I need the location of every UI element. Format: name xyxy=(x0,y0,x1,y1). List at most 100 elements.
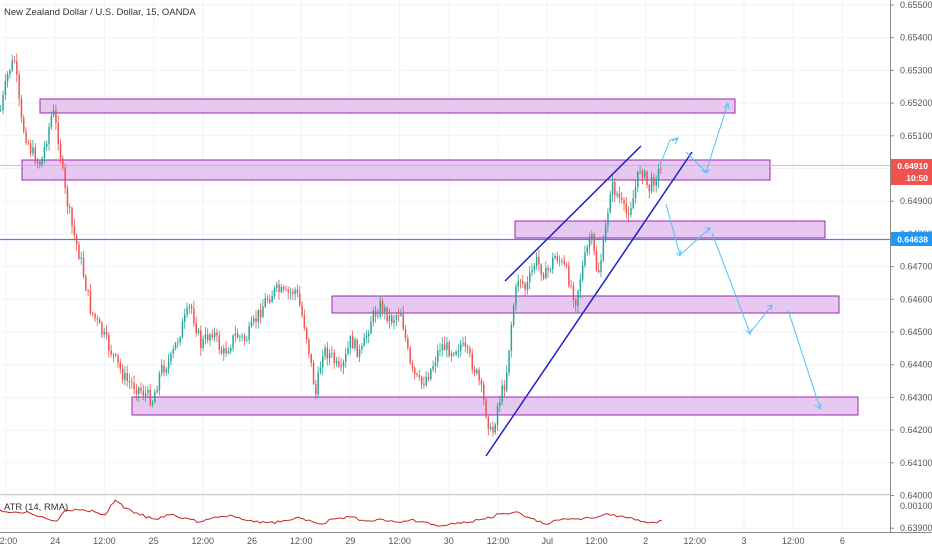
candle-body xyxy=(425,376,427,385)
candle-body xyxy=(34,147,36,163)
time-tick-label: 12:00 xyxy=(290,536,313,546)
candle-body xyxy=(18,74,20,99)
candle-body xyxy=(563,260,565,265)
current-price-label: 0.64910 xyxy=(897,161,928,171)
candle-body xyxy=(25,131,27,143)
candle-body xyxy=(225,348,227,354)
candle-body xyxy=(324,347,326,357)
candle-body xyxy=(600,260,602,273)
candle-body xyxy=(48,126,50,144)
candle-body xyxy=(593,234,595,251)
candle-body xyxy=(299,293,301,306)
candle-body xyxy=(464,342,467,347)
candle-body xyxy=(11,60,13,71)
zone-lower[interactable] xyxy=(331,295,840,314)
candle-body xyxy=(156,389,158,393)
candle-body xyxy=(110,350,112,355)
zone-bottom[interactable] xyxy=(131,396,859,416)
candle-body xyxy=(627,213,630,215)
candle-body xyxy=(427,376,430,380)
zone-top[interactable] xyxy=(39,98,736,114)
time-tick-label: 30 xyxy=(444,536,454,546)
candle-body xyxy=(618,193,621,199)
time-tick-label: 26 xyxy=(247,536,257,546)
candle-body xyxy=(331,352,333,354)
channel-upper-line[interactable] xyxy=(504,145,642,282)
candle-body xyxy=(655,180,657,186)
zone-mid[interactable] xyxy=(514,220,826,239)
candle-body xyxy=(510,325,513,351)
candle-body xyxy=(358,349,361,357)
candle-body xyxy=(450,353,453,357)
candle-body xyxy=(285,288,287,290)
candle-body xyxy=(151,402,154,405)
candle-body xyxy=(526,281,529,290)
indicator-label: ATR (14, RMA) xyxy=(4,502,68,513)
candle-body xyxy=(269,300,271,303)
candle-body xyxy=(611,182,614,195)
candle-body xyxy=(501,385,503,403)
candle-body xyxy=(634,187,637,198)
candle-body xyxy=(161,365,163,374)
zone-current[interactable] xyxy=(21,159,771,181)
candle-body xyxy=(653,177,655,186)
candle-body xyxy=(92,313,94,314)
candle-body xyxy=(609,194,611,213)
price-tick-label: 0.64100 xyxy=(900,458,932,468)
candle-body xyxy=(588,239,591,247)
ascending-channel[interactable] xyxy=(485,145,693,457)
candle-body xyxy=(117,354,119,363)
candle-body xyxy=(144,393,147,396)
candle-body xyxy=(124,373,126,380)
candle-body xyxy=(558,261,561,262)
candle-body xyxy=(646,171,648,185)
channel-lower-line[interactable] xyxy=(485,151,693,457)
candle-body xyxy=(312,362,315,384)
candle-body xyxy=(591,234,593,240)
candle-body xyxy=(641,171,644,177)
candle-body xyxy=(202,338,204,349)
candle-body xyxy=(121,368,124,380)
candle-body xyxy=(480,380,483,385)
candle-body xyxy=(524,283,526,290)
candle-body xyxy=(423,383,425,385)
arrowhead-7 xyxy=(766,304,773,311)
candle-body xyxy=(255,318,257,322)
candle-body xyxy=(230,348,232,352)
time-tick-label: Jul xyxy=(541,536,553,546)
bar-countdown-label: 10:50 xyxy=(906,173,928,183)
candle-body xyxy=(340,365,342,367)
candle-body xyxy=(485,399,487,417)
time-tick-label: 29 xyxy=(345,536,355,546)
candle-body xyxy=(584,252,586,266)
arrowhead-3 xyxy=(723,101,730,110)
candle-body xyxy=(607,212,609,226)
candle-body xyxy=(181,321,184,338)
candle-body xyxy=(46,143,48,147)
candle-body xyxy=(625,204,628,214)
arrowhead-6 xyxy=(745,328,753,335)
candle-body xyxy=(69,206,71,209)
candle-body xyxy=(241,335,243,337)
time-axis[interactable]: 12:002412:002512:002612:002912:003012:00… xyxy=(0,536,845,546)
candle-body xyxy=(273,287,276,297)
time-tick-label: 3 xyxy=(741,536,746,546)
candle-body xyxy=(549,269,552,270)
candle-body xyxy=(540,264,542,275)
candle-body xyxy=(282,287,285,289)
candle-body xyxy=(105,331,108,336)
candle-body xyxy=(326,347,329,359)
atr-axis-tick: 0.00100 xyxy=(900,501,932,511)
candle-body xyxy=(460,344,462,351)
candle-body xyxy=(289,292,292,293)
candle-body xyxy=(338,360,340,366)
candle-body xyxy=(443,344,446,350)
candle-body xyxy=(349,336,352,348)
candle-body xyxy=(119,362,122,369)
candle-body xyxy=(294,289,296,294)
candle-body xyxy=(82,257,85,277)
time-tick-label: 6 xyxy=(840,536,845,546)
candle-body xyxy=(158,373,161,390)
candle-body xyxy=(434,362,437,366)
